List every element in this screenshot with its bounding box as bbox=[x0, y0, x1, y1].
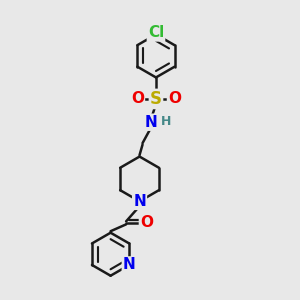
Text: O: O bbox=[168, 92, 181, 106]
Text: O: O bbox=[131, 92, 144, 106]
Text: H: H bbox=[161, 115, 171, 128]
Text: N: N bbox=[133, 194, 146, 209]
Text: Cl: Cl bbox=[148, 26, 164, 40]
Text: N: N bbox=[123, 257, 136, 272]
Text: O: O bbox=[140, 215, 153, 230]
Text: N: N bbox=[145, 115, 158, 130]
Text: S: S bbox=[150, 90, 162, 108]
